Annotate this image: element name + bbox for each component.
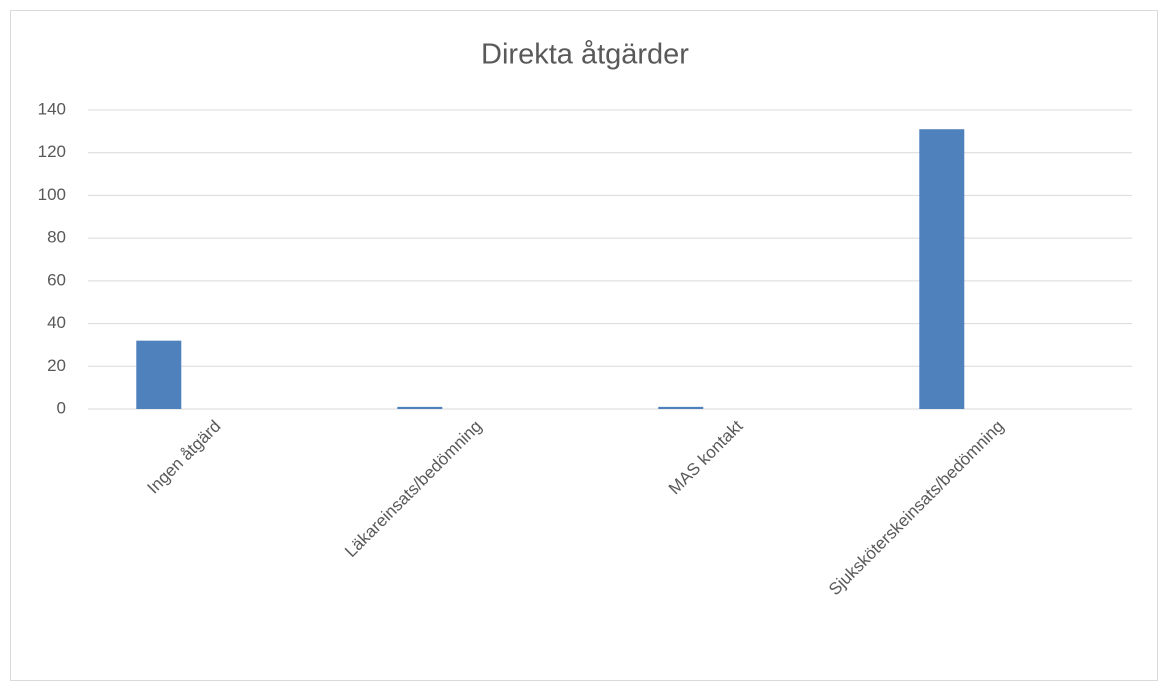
y-tick-label: 0 bbox=[57, 398, 66, 417]
y-tick-label: 100 bbox=[38, 185, 66, 204]
y-tick-label: 120 bbox=[38, 142, 66, 161]
chart-title: Direkta åtgärder bbox=[481, 39, 689, 71]
bar bbox=[397, 406, 443, 409]
bar bbox=[658, 406, 704, 409]
bar bbox=[136, 340, 182, 409]
y-tick-label: 80 bbox=[47, 228, 66, 247]
y-tick-label: 40 bbox=[47, 313, 66, 332]
y-tick-label: 60 bbox=[47, 270, 66, 289]
bar bbox=[919, 129, 965, 409]
y-tick-label: 140 bbox=[38, 99, 66, 118]
y-tick-label: 20 bbox=[47, 356, 66, 375]
chart-border bbox=[10, 10, 1158, 681]
